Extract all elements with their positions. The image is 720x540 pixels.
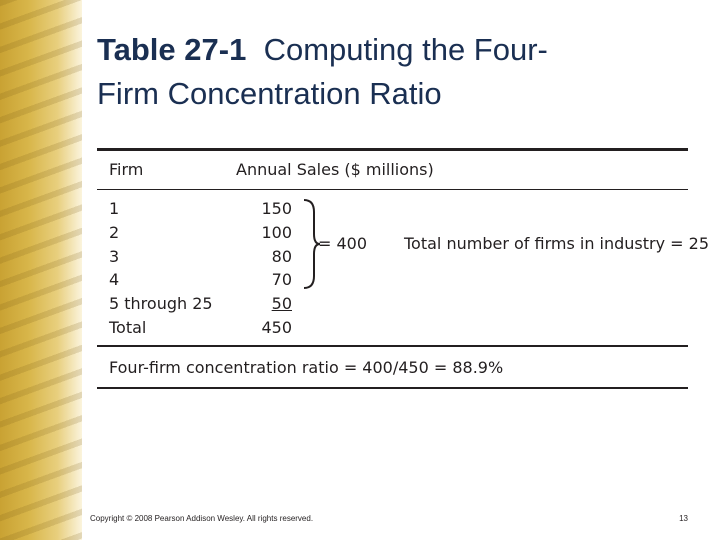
firm-cell: 3: [109, 246, 120, 266]
brace: [303, 199, 321, 289]
firm-cell: 4: [109, 270, 120, 290]
result: Four-firm concentration ratio = 400/450 …: [109, 358, 504, 377]
sales-cell: 50: [271, 294, 292, 314]
firm-cell: 2: [109, 222, 120, 242]
sales-cell: 100: [261, 222, 292, 242]
firm-cell: Total: [109, 318, 147, 337]
slide-title: Table 27-1 Computing the Four-Firm Conce…: [97, 28, 587, 116]
header-cell: Firm: [109, 160, 144, 179]
decorative-texture: [0, 0, 82, 540]
sales-cell: 450: [261, 318, 292, 337]
firm-cell: 5 through 25: [109, 294, 213, 314]
sales-cell: 70: [271, 270, 292, 290]
note: Total number of firms in industry = 25: [404, 234, 710, 253]
sales-cell: 150: [261, 199, 292, 218]
bracket-sum: = 400: [318, 234, 368, 253]
sales-cell: 80: [271, 246, 292, 266]
top-rule: [97, 148, 688, 151]
title-text: Computing the Four-Firm Concentration Ra…: [97, 32, 548, 111]
bottom-rule: [97, 387, 688, 389]
firm-cell: 1: [109, 199, 120, 218]
mid-rule: [97, 345, 688, 347]
header-rule: [97, 189, 688, 190]
header-cell: Annual Sales ($ millions): [236, 160, 434, 179]
decorative-strip: [0, 0, 82, 540]
page-number: 13: [679, 514, 688, 523]
table-label: Table 27-1: [97, 32, 247, 67]
copyright: Copyright © 2008 Pearson Addison Wesley.…: [90, 514, 314, 523]
